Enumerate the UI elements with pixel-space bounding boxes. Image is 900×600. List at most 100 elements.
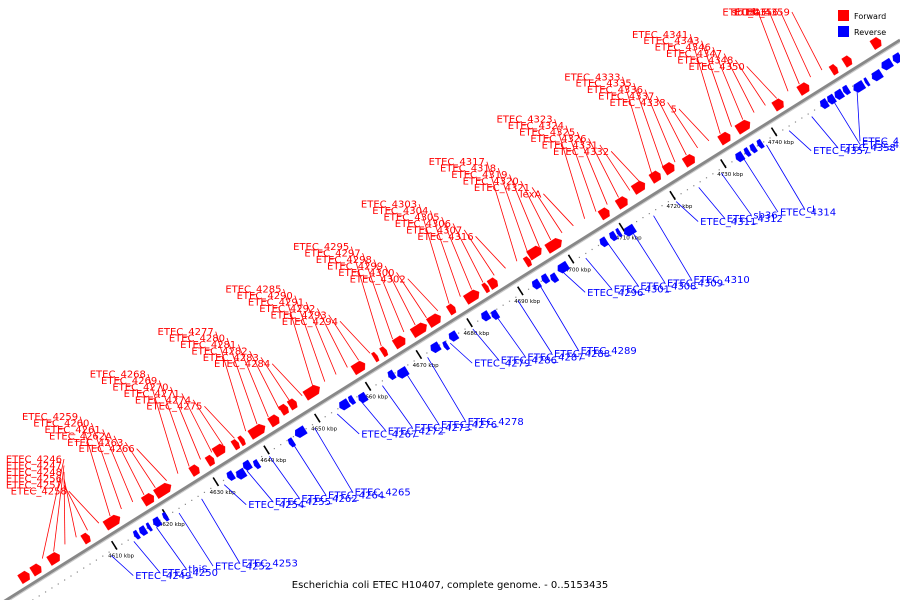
forward-label-etec-4317: ETEC_4317 <box>429 157 485 168</box>
reverse-gene-arrow <box>138 525 149 536</box>
minor-tick <box>445 340 447 342</box>
forward-gene-arrow <box>734 119 751 135</box>
minor-tick <box>496 308 498 310</box>
reverse-gene-arrow <box>834 88 846 101</box>
minor-tick <box>477 320 479 322</box>
reverse-gene-arrow <box>132 529 141 540</box>
forward-label-etec-4324: ETEC_4324 <box>508 121 564 132</box>
forward-leader-etec-4263 <box>124 442 156 488</box>
forward-leader-etec-4277 <box>215 331 247 432</box>
forward-leader-etec-4275 <box>204 405 235 439</box>
minor-tick <box>591 248 593 251</box>
forward-leader-etec-4323 <box>554 119 586 219</box>
forward-leader-etec-4335 <box>633 83 665 170</box>
forward-leader-etec-4274 <box>192 399 224 446</box>
forward-label-etec-4260: ETEC_4260 <box>33 419 89 430</box>
forward-leader-etec-4284 <box>271 363 303 397</box>
reverse-leader-etec-4253 <box>201 498 240 564</box>
reverse-gene-arrow <box>756 138 765 149</box>
minor-tick <box>191 499 193 501</box>
forward-gene-arrow <box>409 322 427 339</box>
reverse-label-etec-4267: ETEC_4267 <box>361 429 417 440</box>
forward-gene-arrow <box>481 282 491 294</box>
reverse-label-etec-4308: ETEC_4308 <box>640 282 696 293</box>
reverse-gene-arrow <box>863 77 871 87</box>
reverse-leader-etec-4265 <box>314 427 353 493</box>
forward-leader-etec-4319 <box>509 174 540 248</box>
legend-reverse-swatch <box>838 26 849 37</box>
minor-tick <box>464 328 466 330</box>
forward-label-etec-4347: ETEC_4347 <box>666 49 722 60</box>
minor-tick <box>178 507 180 509</box>
reverse-label-etec-4276: ETEC_4276 <box>441 420 497 431</box>
reverse-gene-arrow <box>397 366 410 379</box>
tick-label: 4670 kbp <box>413 363 439 369</box>
tick-label: 4700 kbp <box>565 267 591 273</box>
forward-label-etec-4326: ETEC_4326 <box>530 134 586 145</box>
forward-label-etec-4307: ETEC_4307 <box>406 225 462 236</box>
minor-tick <box>286 440 288 442</box>
minor-tick <box>794 121 797 123</box>
reverse-label-this: thiS <box>188 565 207 576</box>
forward-leader-lexa <box>543 193 574 227</box>
reverse-leader-etec-4279 <box>449 342 473 364</box>
forward-leader-etec-4248 <box>63 471 66 545</box>
minor-tick <box>756 145 758 147</box>
minor-tick <box>146 527 148 529</box>
legend-forward-swatch <box>838 10 849 21</box>
forward-leader-etec-4294 <box>339 320 371 354</box>
reverse-leader-etec-4358 <box>811 116 839 148</box>
forward-leader-etec-4326 <box>588 138 619 198</box>
minor-tick <box>44 591 47 593</box>
forward-label-etec-4256: ETEC_4256 <box>6 474 62 485</box>
reverse-label-etec-4265: ETEC_4265 <box>355 488 411 499</box>
reverse-gene-arrow <box>826 93 837 105</box>
forward-gene-arrow <box>796 82 810 96</box>
reverse-leader-etec-4272 <box>359 399 387 432</box>
forward-leader-etec-4270 <box>170 386 201 460</box>
gene-labels: ETEC_4246ETEC_4247ETEC_4248ETEC_4256ETEC… <box>6 8 900 583</box>
forward-label-etec-4303: ETEC_4303 <box>361 200 417 211</box>
forward-leader-etec-4347 <box>723 53 755 113</box>
minor-tick <box>648 213 650 215</box>
tick-label: 4690 kbp <box>514 299 540 305</box>
minor-tick <box>108 551 110 553</box>
tick-label: 4610 kbp <box>108 554 134 560</box>
reverse-label-sb36: sb36 <box>753 211 777 222</box>
forward-leader-etec-4271 <box>181 393 213 453</box>
reverse-label-etec-4253: ETEC_4253 <box>242 558 298 569</box>
forward-label-etec-4282: ETEC_4282 <box>191 346 247 357</box>
minor-tick <box>197 495 199 497</box>
tick-label: 4730 kbp <box>717 172 743 178</box>
genome-caption: Escherichia coli ETEC H10407, complete g… <box>292 580 608 591</box>
minor-tick <box>324 416 326 418</box>
minor-tick <box>642 217 644 219</box>
minor-tick <box>661 205 663 207</box>
forward-leader-etec-4359 <box>791 11 823 71</box>
forward-leader-etec-4337 <box>655 95 687 156</box>
forward-label-etec-4259: ETEC_4259 <box>22 412 78 423</box>
minor-tick <box>394 372 396 374</box>
minor-tick <box>184 503 186 505</box>
forward-label-etec-4343: ETEC_4343 <box>643 36 699 47</box>
major-tick <box>263 445 270 455</box>
reverse-label-etec-4314: ETEC_4314 <box>780 208 836 219</box>
minor-tick <box>807 113 809 115</box>
forward-label-etec-4258: ETEC_4258 <box>11 487 67 498</box>
forward-gene-arrow <box>614 196 628 210</box>
forward-leader-etec-4261 <box>102 429 134 503</box>
forward-leader-etec-4285 <box>283 289 314 389</box>
major-tick <box>212 477 220 487</box>
minor-tick <box>508 300 511 302</box>
reverse-leader-etec-4312 <box>698 187 726 219</box>
forward-label-etec-4283: ETEC_4283 <box>203 353 259 364</box>
reverse-leader-etec-4289 <box>540 286 579 351</box>
minor-tick <box>801 117 803 119</box>
minor-tick <box>102 555 104 557</box>
reverse-leader-etec-4301 <box>585 257 613 290</box>
minor-tick <box>311 424 314 426</box>
reverse-leader-sb36 <box>721 172 752 216</box>
minor-tick <box>458 332 460 334</box>
major-tick <box>720 158 727 169</box>
forward-leader-etec-4331 <box>599 144 631 191</box>
